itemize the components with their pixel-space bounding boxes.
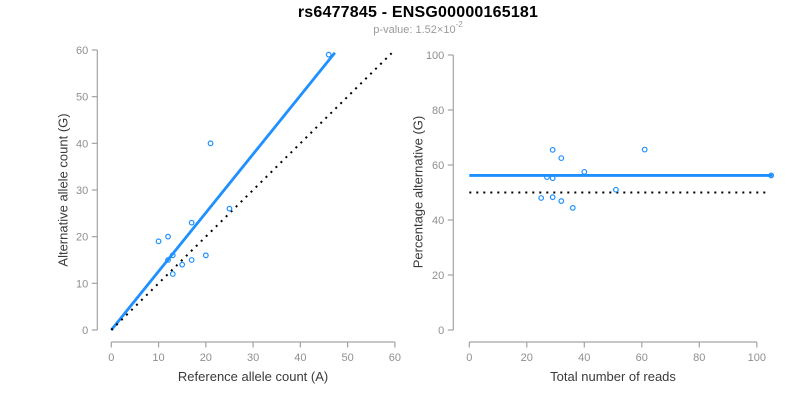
pvalue-exponent: -2 — [455, 20, 463, 30]
pvalue-text: p-value: 1.52×10 — [373, 24, 456, 36]
data-point — [169, 252, 176, 259]
data-point — [226, 205, 233, 212]
data-point — [581, 168, 588, 175]
y-tick-label: 30 — [76, 185, 88, 197]
data-point — [544, 174, 550, 181]
y-tick-label: 50 — [76, 92, 88, 104]
x-axis-title: Reference allele count (A) — [178, 369, 328, 384]
y-axis-title: Percentage alternative (G) — [411, 116, 426, 268]
x-tick-label: 100 — [748, 352, 766, 364]
data-point — [188, 257, 195, 263]
right-plot: 0 20 40 60 80 100 0 20 40 60 80 100 Total number of … — [411, 50, 775, 384]
x-tick-label: 60 — [389, 352, 401, 364]
data-point — [188, 219, 195, 226]
y-tick-label: 0 — [438, 325, 444, 337]
x-tick-label: 0 — [466, 352, 472, 364]
data-point — [165, 233, 171, 240]
x-tick-label: 30 — [247, 352, 259, 364]
data-point — [207, 140, 214, 147]
y-tick-label: 80 — [432, 105, 444, 117]
y-tick-label: 60 — [432, 160, 444, 172]
x-tick-label: 80 — [693, 352, 705, 364]
y-tick-label: 20 — [76, 232, 88, 244]
y-tick-label: 40 — [432, 215, 444, 227]
data-point — [641, 146, 648, 153]
y-tick-label: 10 — [76, 278, 88, 290]
identity-line — [110, 49, 396, 331]
data-point — [169, 271, 176, 277]
x-tick-label: 20 — [200, 352, 212, 364]
regression-line — [110, 51, 336, 331]
x-tick-label: 60 — [636, 352, 648, 364]
y-tick-label: 20 — [432, 270, 444, 282]
y-tick-label: 60 — [76, 45, 88, 57]
data-point — [325, 51, 332, 58]
data-point — [549, 194, 556, 201]
x-tick-label: 20 — [521, 352, 533, 364]
page-title: rs6477845 - ENSG00000165181 — [297, 4, 539, 21]
y-axis-title: Alternative allele count (G) — [56, 113, 71, 266]
data-point — [558, 198, 565, 204]
data-point — [569, 204, 576, 211]
data-point — [549, 175, 556, 182]
y-tick-label: 100 — [426, 50, 444, 62]
data-point — [165, 257, 171, 263]
data-point — [155, 238, 162, 245]
x-tick-label: 50 — [341, 352, 353, 364]
x-tick-label: 0 — [108, 352, 114, 364]
data-point — [613, 186, 619, 193]
x-tick-label: 40 — [578, 352, 590, 364]
data-point — [558, 155, 565, 162]
y-tick-label: 40 — [76, 138, 88, 150]
x-tick-label: 10 — [152, 352, 164, 364]
y-tick-label: 0 — [82, 325, 88, 337]
data-point — [179, 261, 186, 268]
x-axis-title: Total number of reads — [550, 369, 676, 384]
data-point — [768, 172, 775, 179]
data-point — [202, 252, 209, 259]
pvalue-subtitle: p-value: 1.52×10-2 — [36, 21, 800, 36]
data-point — [549, 146, 556, 153]
data-point — [538, 195, 545, 201]
x-tick-label: 40 — [294, 352, 306, 364]
left-plot: 0 10 20 30 40 50 60 0 10 20 30 40 50 60 Reference alle… — [56, 45, 401, 384]
